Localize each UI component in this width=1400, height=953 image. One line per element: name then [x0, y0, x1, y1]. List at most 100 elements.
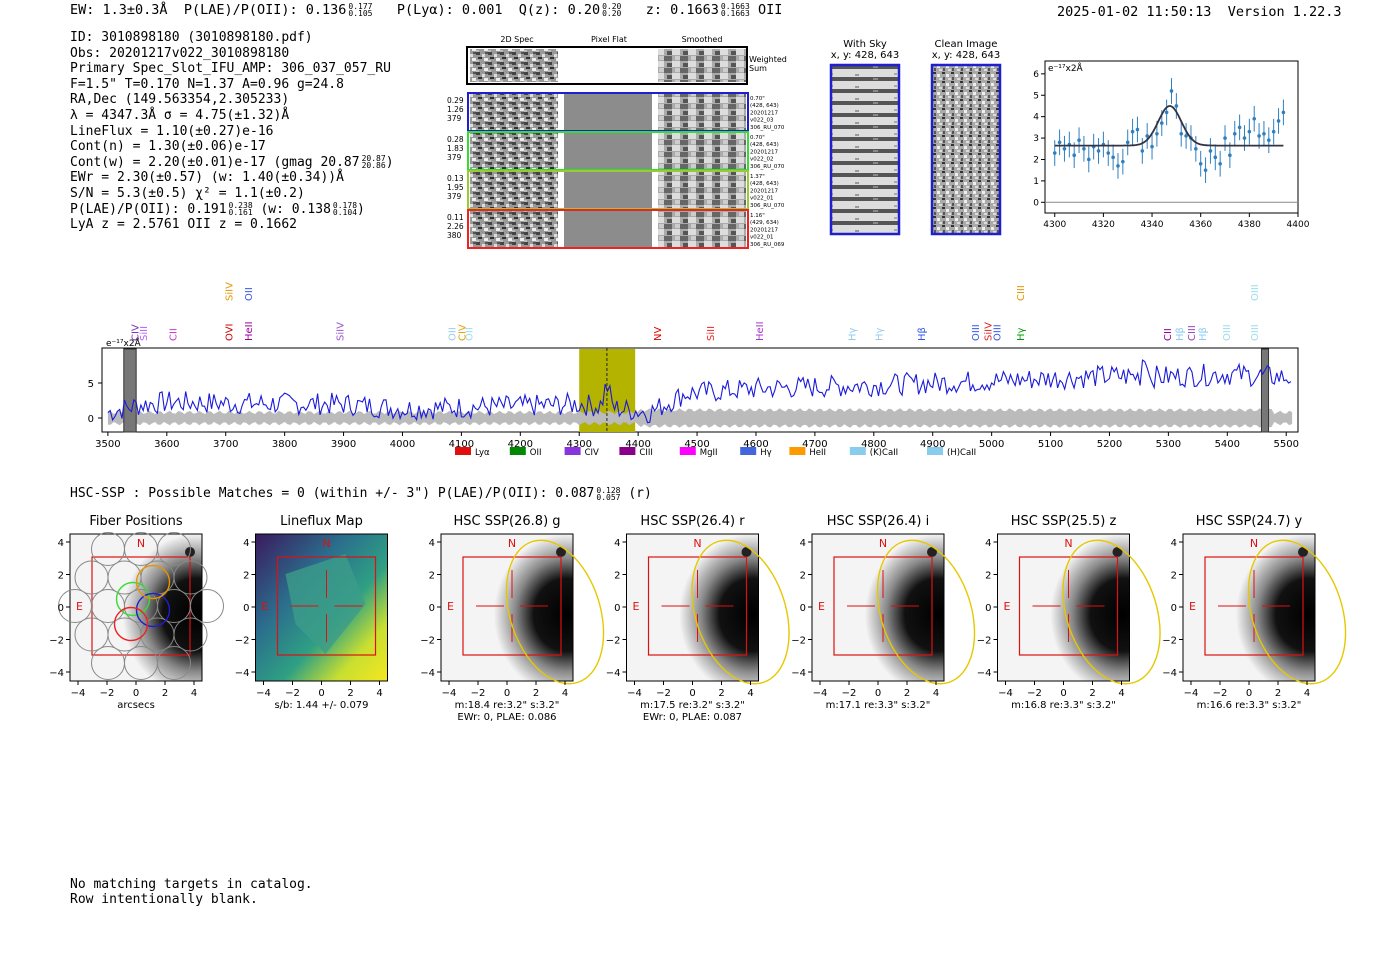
spectrum-legend: Lyα OII CIV CIII MgII Hγ HeII (K)CaII (H)CaII: [455, 447, 976, 458]
cutout-pixelflat-3: [564, 211, 652, 247]
gaussian-fit-curve: [1054, 105, 1284, 147]
spec-xtick-label-16: 5100: [1038, 439, 1063, 450]
spec-xtick-label-12: 4700: [802, 439, 827, 450]
fit-point-6: [1082, 146, 1086, 151]
xtick-label-0-2: 0: [133, 688, 139, 699]
legend-swatch-7: [849, 447, 866, 455]
star-6: [1298, 547, 1308, 557]
aperture-ellipse-5: [1062, 539, 1161, 685]
emission-label-13: HeII: [755, 321, 766, 341]
weighted-sum-smoothed: [658, 49, 746, 82]
ytick-label-3-3: −2: [606, 636, 621, 647]
cutout-meta-3-4: 306_RU_069: [750, 242, 785, 248]
emission-label-14: Hγ: [847, 327, 858, 341]
panel-title-2: HSC SSP(26.8) g: [453, 514, 560, 529]
panel-title-0: Fiber Positions: [89, 514, 182, 529]
fit-point-40: [1247, 129, 1252, 134]
fiber-2: [157, 532, 191, 566]
emission-label-8: OII: [447, 327, 458, 341]
aperture-box-6: [1204, 556, 1304, 656]
with-sky-xy: x, y: 428, 643: [831, 50, 900, 61]
fit-ytick-label-2: 2: [1033, 155, 1039, 165]
with-sky-image: [829, 63, 901, 236]
cutout-meta-2-3: v022_01: [750, 196, 774, 202]
xtick-label-2-4: 4: [562, 688, 568, 699]
ytick-label-4-2: 0: [800, 603, 806, 614]
east-label-1: E: [262, 600, 269, 613]
ytick-label-6-0: 4: [1171, 538, 1177, 549]
sky-panels: With Sky x, y: 428, 643 Clean Image x, y…: [829, 39, 1002, 236]
emission-label-15: Hγ: [875, 327, 886, 341]
fit-point-12: [1111, 155, 1115, 160]
info-contn: Cont(n) = 1.30(±0.06)e-17: [70, 139, 266, 155]
cutout-frame-3: [467, 209, 749, 249]
ytick-label-6-1: 2: [1171, 571, 1177, 582]
plae2-end: ): [357, 201, 365, 217]
ytick-label-1-4: −4: [235, 668, 250, 679]
legend-label-0: Lyα: [475, 448, 490, 458]
xtick-label-2-0: −4: [442, 688, 457, 699]
panel-title-6: HSC SSP(24.7) y: [1196, 514, 1303, 529]
fiber-orange: [135, 564, 171, 600]
cutout-meta-1-2: 20201217: [750, 149, 778, 155]
fit-point-37: [1232, 131, 1237, 136]
cutout-val-3-1: 2.26: [447, 222, 464, 231]
ytick-label-6-2: 0: [1171, 603, 1177, 614]
fit-point-11: [1106, 151, 1111, 155]
spec-xtick-label-4: 3900: [331, 439, 356, 450]
legend-label-2: CIV: [585, 448, 599, 458]
aperture-box-4: [833, 556, 933, 656]
timestamp: 2025-01-02 11:50:13: [1057, 4, 1212, 20]
weighted-label-2: Sum: [749, 64, 767, 73]
north-label-1: N: [322, 537, 330, 550]
xtick-label-3-1: −2: [656, 688, 671, 699]
fit-point-18: [1140, 149, 1145, 153]
cutout-val-3-2: 380: [447, 231, 462, 240]
east-label-6: E: [1189, 600, 1196, 613]
info-contw: Cont(w) = 2.20(±0.01)e-17 (gmag 20.87 20.…: [70, 155, 394, 171]
fit-point-31: [1203, 168, 1208, 172]
east-label-0: E: [76, 600, 83, 613]
ytick-label-5-4: −4: [977, 668, 992, 679]
spec-xtick-label-19: 5400: [1215, 439, 1240, 450]
star-5: [1112, 547, 1123, 557]
ytick-label-3-1: 2: [614, 571, 620, 582]
cutout-val-0-1: 1.26: [447, 105, 464, 114]
ytick-label-6-4: −4: [1162, 668, 1177, 679]
fit-ytick-label-0: 0: [1033, 198, 1039, 208]
xtick-label-5-1: −2: [1027, 688, 1042, 699]
fit-axes: 4300 4320 4340 4360 4380 4400 0 1 2 3 4 5 6: [1033, 70, 1309, 230]
xtick-label-5-0: −4: [998, 688, 1013, 699]
col-header-pixelflat: Pixel Flat: [591, 35, 627, 44]
qz-lo: 0.20: [602, 9, 622, 18]
ytick-label-2-1: 2: [429, 571, 435, 582]
cutout-val-0-2: 379: [447, 114, 462, 123]
xtick-label-6-4: 4: [1304, 688, 1310, 699]
plya-value: P(Lyα): 0.001: [396, 2, 503, 18]
legend-swatch-6: [789, 447, 806, 455]
ytick-label-4-3: −2: [791, 636, 806, 647]
fit-point-2: [1062, 146, 1067, 151]
ytick-label-1-3: −2: [235, 636, 250, 647]
fiber-green: [115, 581, 151, 617]
legend-swatch-4: [679, 447, 696, 455]
panel-caption-4: m:17.1 re:3.3" s:3.2": [826, 700, 931, 711]
header-right: 2025-01-02 11:50:13 Version 1.22.3: [1057, 4, 1342, 20]
emission-label-10: OII: [464, 327, 475, 341]
spec-xtick-label-0: 3500: [95, 439, 120, 450]
xtick-label-5-3: 2: [1089, 688, 1095, 699]
cutout-meta-0-3: v022_03: [750, 118, 774, 124]
ytick-label-6-3: −2: [1162, 636, 1177, 647]
cutout-val-1-1: 1.83: [447, 144, 464, 153]
header-summary: EW: 1.3±0.3Å P(LAE)/P(OII): 0.136 0.177 0.…: [70, 2, 782, 18]
aperture-box-5: [1018, 556, 1119, 656]
panel-group: Fiber Positions N E −4 4 −2 2 0 0 2 −2 4 −4 arcsecs Li…: [49, 514, 1347, 723]
fit-point-17: [1135, 127, 1140, 132]
emission-label-4: OVI: [225, 324, 236, 342]
fit-point-9: [1096, 149, 1101, 153]
fit-xtick-label-2: 4340: [1141, 220, 1164, 230]
xtick-label-0-3: 2: [162, 688, 168, 699]
